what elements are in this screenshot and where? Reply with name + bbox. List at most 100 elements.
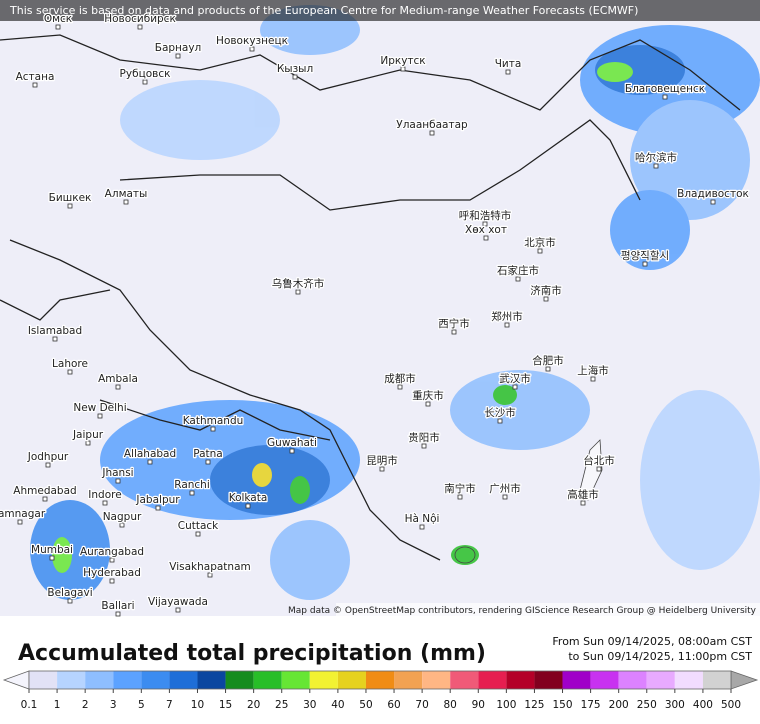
colorbar-swatch [478,671,507,689]
city-marker [457,494,463,500]
city-label: Рубцовск [120,68,171,80]
attribution: Map data © OpenStreetMap contributors, r… [288,606,757,616]
city-label: Ambala [98,373,138,385]
colorbar-tick-label: 100 [496,699,516,711]
colorbar-swatch [365,671,395,689]
city-label: 평양직할시 [621,250,669,262]
city-marker [419,524,425,530]
city-marker [421,443,427,449]
colorbar-tick-label: 40 [331,699,344,711]
city-marker [451,329,457,335]
city-label: Nagpur [103,511,142,523]
city-marker [67,369,73,375]
city-label: Владивосток [677,188,749,200]
city-label: 重庆市 [412,389,444,402]
city-label: Mumbai [31,544,73,556]
city-label: Астана [16,71,55,83]
city-label: Aurangabad [80,546,144,558]
city-marker [590,376,596,382]
colorbar-swatch [309,671,338,689]
colorbar-tick-label: 90 [472,699,485,711]
city-label: Кызыл [277,63,313,75]
city-label: Иркутск [380,55,425,67]
city-marker [502,494,508,500]
city-marker [45,462,51,468]
city-marker [49,555,55,561]
colorbar-swatch [85,671,114,689]
city-label: 广州市 [489,482,521,495]
city-marker [379,466,385,472]
city-marker [512,384,518,390]
notice-bar [0,0,760,21]
colorbar-swatch [141,671,170,689]
colorbar-tick-label: 80 [444,699,457,711]
city-label: 郑州市 [491,310,523,323]
city-marker [710,199,716,205]
city-marker [504,322,510,328]
colorbar-swatch [169,671,198,689]
city-label: Чита [495,58,522,70]
city-marker [245,503,251,509]
city-marker [483,235,489,241]
colorbar-swatch [590,671,619,689]
city-label: Ballari [101,600,134,612]
colorbar-tick-label: 10 [191,699,204,711]
city-marker [42,496,48,502]
city-marker [109,557,115,563]
colorbar-tick-label: 60 [387,699,400,711]
city-label: Kathmandu [183,415,244,427]
city-marker [482,221,488,227]
city-label: New Delhi [73,402,126,414]
city-label: Hà Nội [405,513,440,525]
colorbar-swatch [394,671,423,689]
city-label: 长沙市 [484,406,516,419]
city-label: 高雄市 [567,488,599,501]
city-label: Хөх хот [465,224,507,236]
city-marker [543,296,549,302]
notice: This service is based on data and produc… [9,4,638,17]
city-label: Jhansi [101,467,133,479]
city-marker [195,531,201,537]
city-marker [497,418,503,424]
city-marker [515,276,521,282]
precipitation-field [30,5,760,600]
colorbar-tick-label: 30 [303,699,316,711]
colorbar-swatch [506,671,535,689]
city-label: Jamnagar [0,508,46,520]
colorbar-tick-label: 5 [138,699,145,711]
city-marker [425,401,431,407]
colorbar-tick-label: 2 [82,699,89,711]
colorbar-tick-label: 125 [524,699,544,711]
colorbar-swatch [253,671,282,689]
city-label: Lahore [52,358,88,370]
city-label: 石家庄市 [497,264,539,277]
city-marker [115,384,121,390]
city-marker [295,289,301,295]
city-labels: Омск Новосибирск Барнаул Новокузнецк Астана Р… [0,12,750,617]
city-marker [642,261,648,267]
city-label: 北京市 [524,236,556,249]
city-marker [429,130,435,136]
city-marker [32,82,38,88]
city-label: Новосибирск [104,13,176,25]
city-marker [67,598,73,604]
city-label: Барнаул [155,42,202,54]
city-label: 武汉市 [499,372,531,385]
city-marker [292,74,298,80]
city-marker [67,203,73,209]
city-marker [189,490,195,496]
islands [454,439,603,564]
city-label: Indore [88,489,121,501]
colorbar-swatch [113,671,142,689]
city-marker [397,384,403,390]
colorbar-tick-label: 300 [665,699,685,711]
city-label: Омск [44,13,72,25]
colorbar-swatch [646,671,675,689]
colorbar-tick-label: 7 [166,699,173,711]
city-marker [137,24,143,30]
city-marker [580,500,586,506]
colorbar-tick-label: 25 [275,699,288,711]
city-label: 上海市 [577,364,609,377]
city-marker [17,519,23,525]
